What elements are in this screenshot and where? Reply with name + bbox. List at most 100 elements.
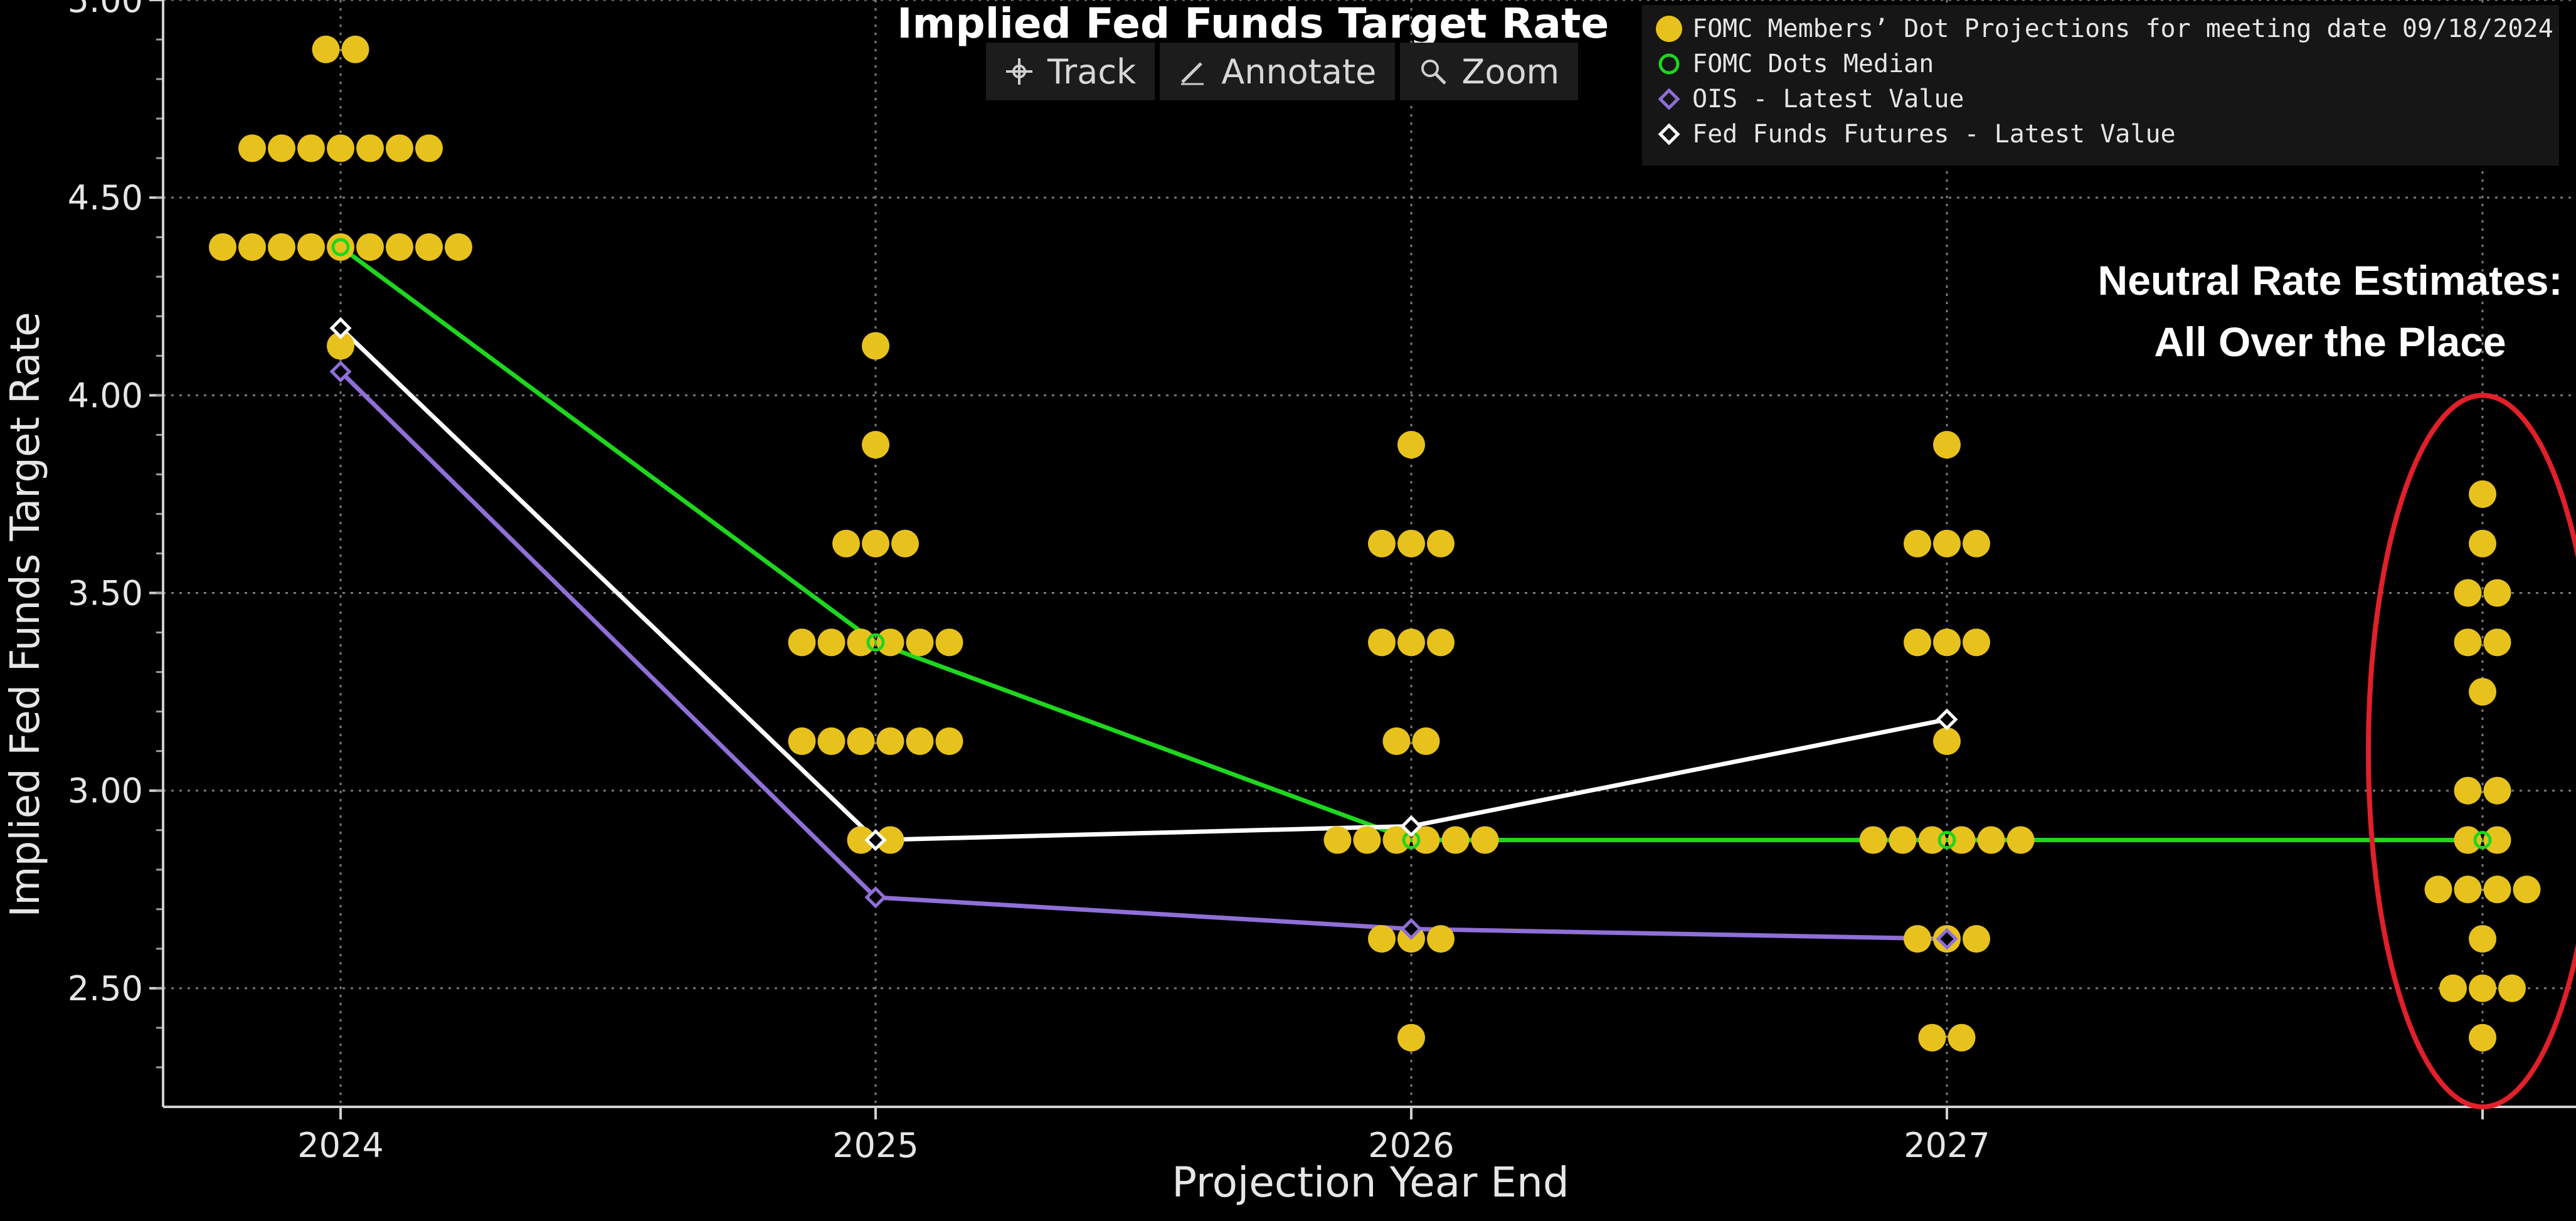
dot-projection: [1948, 1023, 1976, 1052]
legend-label-dots: FOMC Members’ Dot Projections for meetin…: [1692, 14, 2553, 43]
fed-funds-futures-latest-value-line: [339, 326, 1948, 843]
dot-projection: [1918, 1023, 1946, 1052]
dot-projection: [2469, 974, 2496, 1002]
dot-projection: [2454, 776, 2482, 805]
dot-projection: [327, 233, 354, 261]
dot-projection: [817, 628, 845, 657]
dot-projection: [2454, 628, 2482, 657]
axes: 5.00 4.50 4.00 3.50 3.00 2.50 2024 2025 2026 2027: [68, 0, 2576, 1165]
dot-projection: [906, 727, 934, 755]
dot-projection: [1323, 826, 1352, 854]
track-button[interactable]: Track: [986, 43, 1155, 100]
dot-projection: [341, 35, 369, 63]
dot-projection: [876, 727, 904, 755]
dot-projection: [2469, 925, 2496, 953]
diamond-outline-icon: [1655, 120, 1683, 149]
dot-projection: [1441, 826, 1470, 854]
crosshair-icon: [1006, 58, 1032, 85]
y-tick-label: 4.00: [68, 376, 143, 415]
fed-funds-futures-latest-value-marker: [1400, 815, 1423, 837]
dot-projection: [1918, 826, 1946, 854]
dot-projection: [2006, 826, 2035, 854]
dot-projection: [1904, 529, 1931, 558]
zoom-button[interactable]: Zoom: [1400, 43, 1579, 100]
dot-projection: [1397, 1023, 1425, 1052]
fomc-dots-median-marker: [331, 238, 350, 256]
dot-projections: [209, 35, 2541, 1052]
y-tick-label: 5.00: [68, 0, 143, 20]
diamond-outline-icon: [1655, 85, 1683, 114]
dot-projection: [1963, 925, 1990, 953]
dot-projection: [2454, 875, 2482, 904]
dot-projection: [788, 628, 816, 657]
legend-item-ois[interactable]: OIS - Latest Value: [1655, 82, 2559, 117]
legend-item-dots[interactable]: FOMC Members’ Dot Projections for meetin…: [1655, 11, 2559, 46]
x-tick-label: 2024: [297, 1126, 383, 1165]
dot-projection: [238, 134, 266, 162]
annotate-button[interactable]: Annotate: [1160, 43, 1396, 100]
dot-projection: [1412, 826, 1440, 854]
dot-projection: [2469, 1023, 2496, 1052]
series-markers: [329, 238, 2492, 950]
x-tick-label: 2027: [1904, 1126, 1990, 1165]
chart-title: Implied Fed Funds Target Rate: [897, 0, 1609, 48]
dot-projection: [1368, 529, 1396, 558]
dot-projection: [817, 727, 845, 755]
dot-projection: [935, 628, 963, 657]
dot-projection: [1963, 529, 1990, 558]
dot-projection: [238, 233, 266, 261]
ois-latest-value-marker: [1936, 928, 1958, 950]
dot-projection: [788, 727, 816, 755]
dot-projection: [297, 134, 325, 162]
dot-projection: [268, 233, 295, 261]
ois-latest-value-line: [339, 370, 1948, 941]
dot-projection: [312, 35, 340, 63]
y-tick-label: 3.50: [68, 574, 143, 613]
dot-projection: [847, 628, 875, 657]
legend-label-ois: OIS - Latest Value: [1692, 85, 1964, 114]
dot-projection: [862, 529, 889, 558]
dot-projection: [876, 628, 904, 657]
dot-projection: [862, 332, 889, 360]
dot-projection: [2469, 678, 2496, 706]
dot-projection: [2483, 579, 2511, 607]
y-tick-label: 3.00: [68, 771, 143, 811]
dot-projection: [1904, 628, 1931, 657]
dot-projection: [415, 233, 443, 261]
dot-projection: [1889, 826, 1917, 854]
dot-projection: [1471, 826, 1499, 854]
dot-projection: [1963, 628, 1990, 657]
dot-projection: [1397, 628, 1425, 657]
dot-projection: [832, 529, 860, 558]
dot-projection: [906, 628, 934, 657]
dot-projection: [268, 134, 295, 162]
series-lines: [339, 245, 2483, 941]
dot-projection: [2454, 579, 2482, 607]
dot-projection: [1382, 727, 1411, 755]
dot-projection: [1427, 529, 1455, 558]
legend-item-median[interactable]: FOMC Dots Median: [1655, 46, 2559, 82]
dot-projection: [356, 233, 384, 261]
dot-projection: [297, 233, 325, 261]
fomc-dots-median-marker: [1937, 831, 1956, 850]
dot-projection: [847, 727, 875, 755]
y-tick-label: 2.50: [68, 969, 143, 1008]
fed-funds-futures-latest-value-marker: [329, 317, 352, 339]
dot-projection: [1859, 826, 1887, 854]
dot-projection: [862, 431, 889, 459]
dot-projection: [2454, 826, 2482, 854]
legend-item-futures[interactable]: Fed Funds Futures - Latest Value: [1655, 117, 2559, 152]
dot-projection: [1382, 826, 1411, 854]
annotation-text: Neutral Rate Estimates:: [2098, 257, 2563, 304]
fed-funds-futures-latest-value-marker: [1936, 708, 1958, 731]
x-tick-label: 2026: [1368, 1126, 1454, 1165]
chart-toolbar: Track Annotate Zoom: [986, 43, 1579, 100]
ois-latest-value-marker: [329, 361, 352, 383]
dot-projection: [1353, 826, 1381, 854]
dot-projection: [2483, 826, 2511, 854]
dot-projection: [209, 233, 236, 261]
dot-projection: [2424, 875, 2452, 904]
y-tick-label: 4.50: [68, 178, 143, 218]
dot-projection: [2513, 875, 2541, 904]
